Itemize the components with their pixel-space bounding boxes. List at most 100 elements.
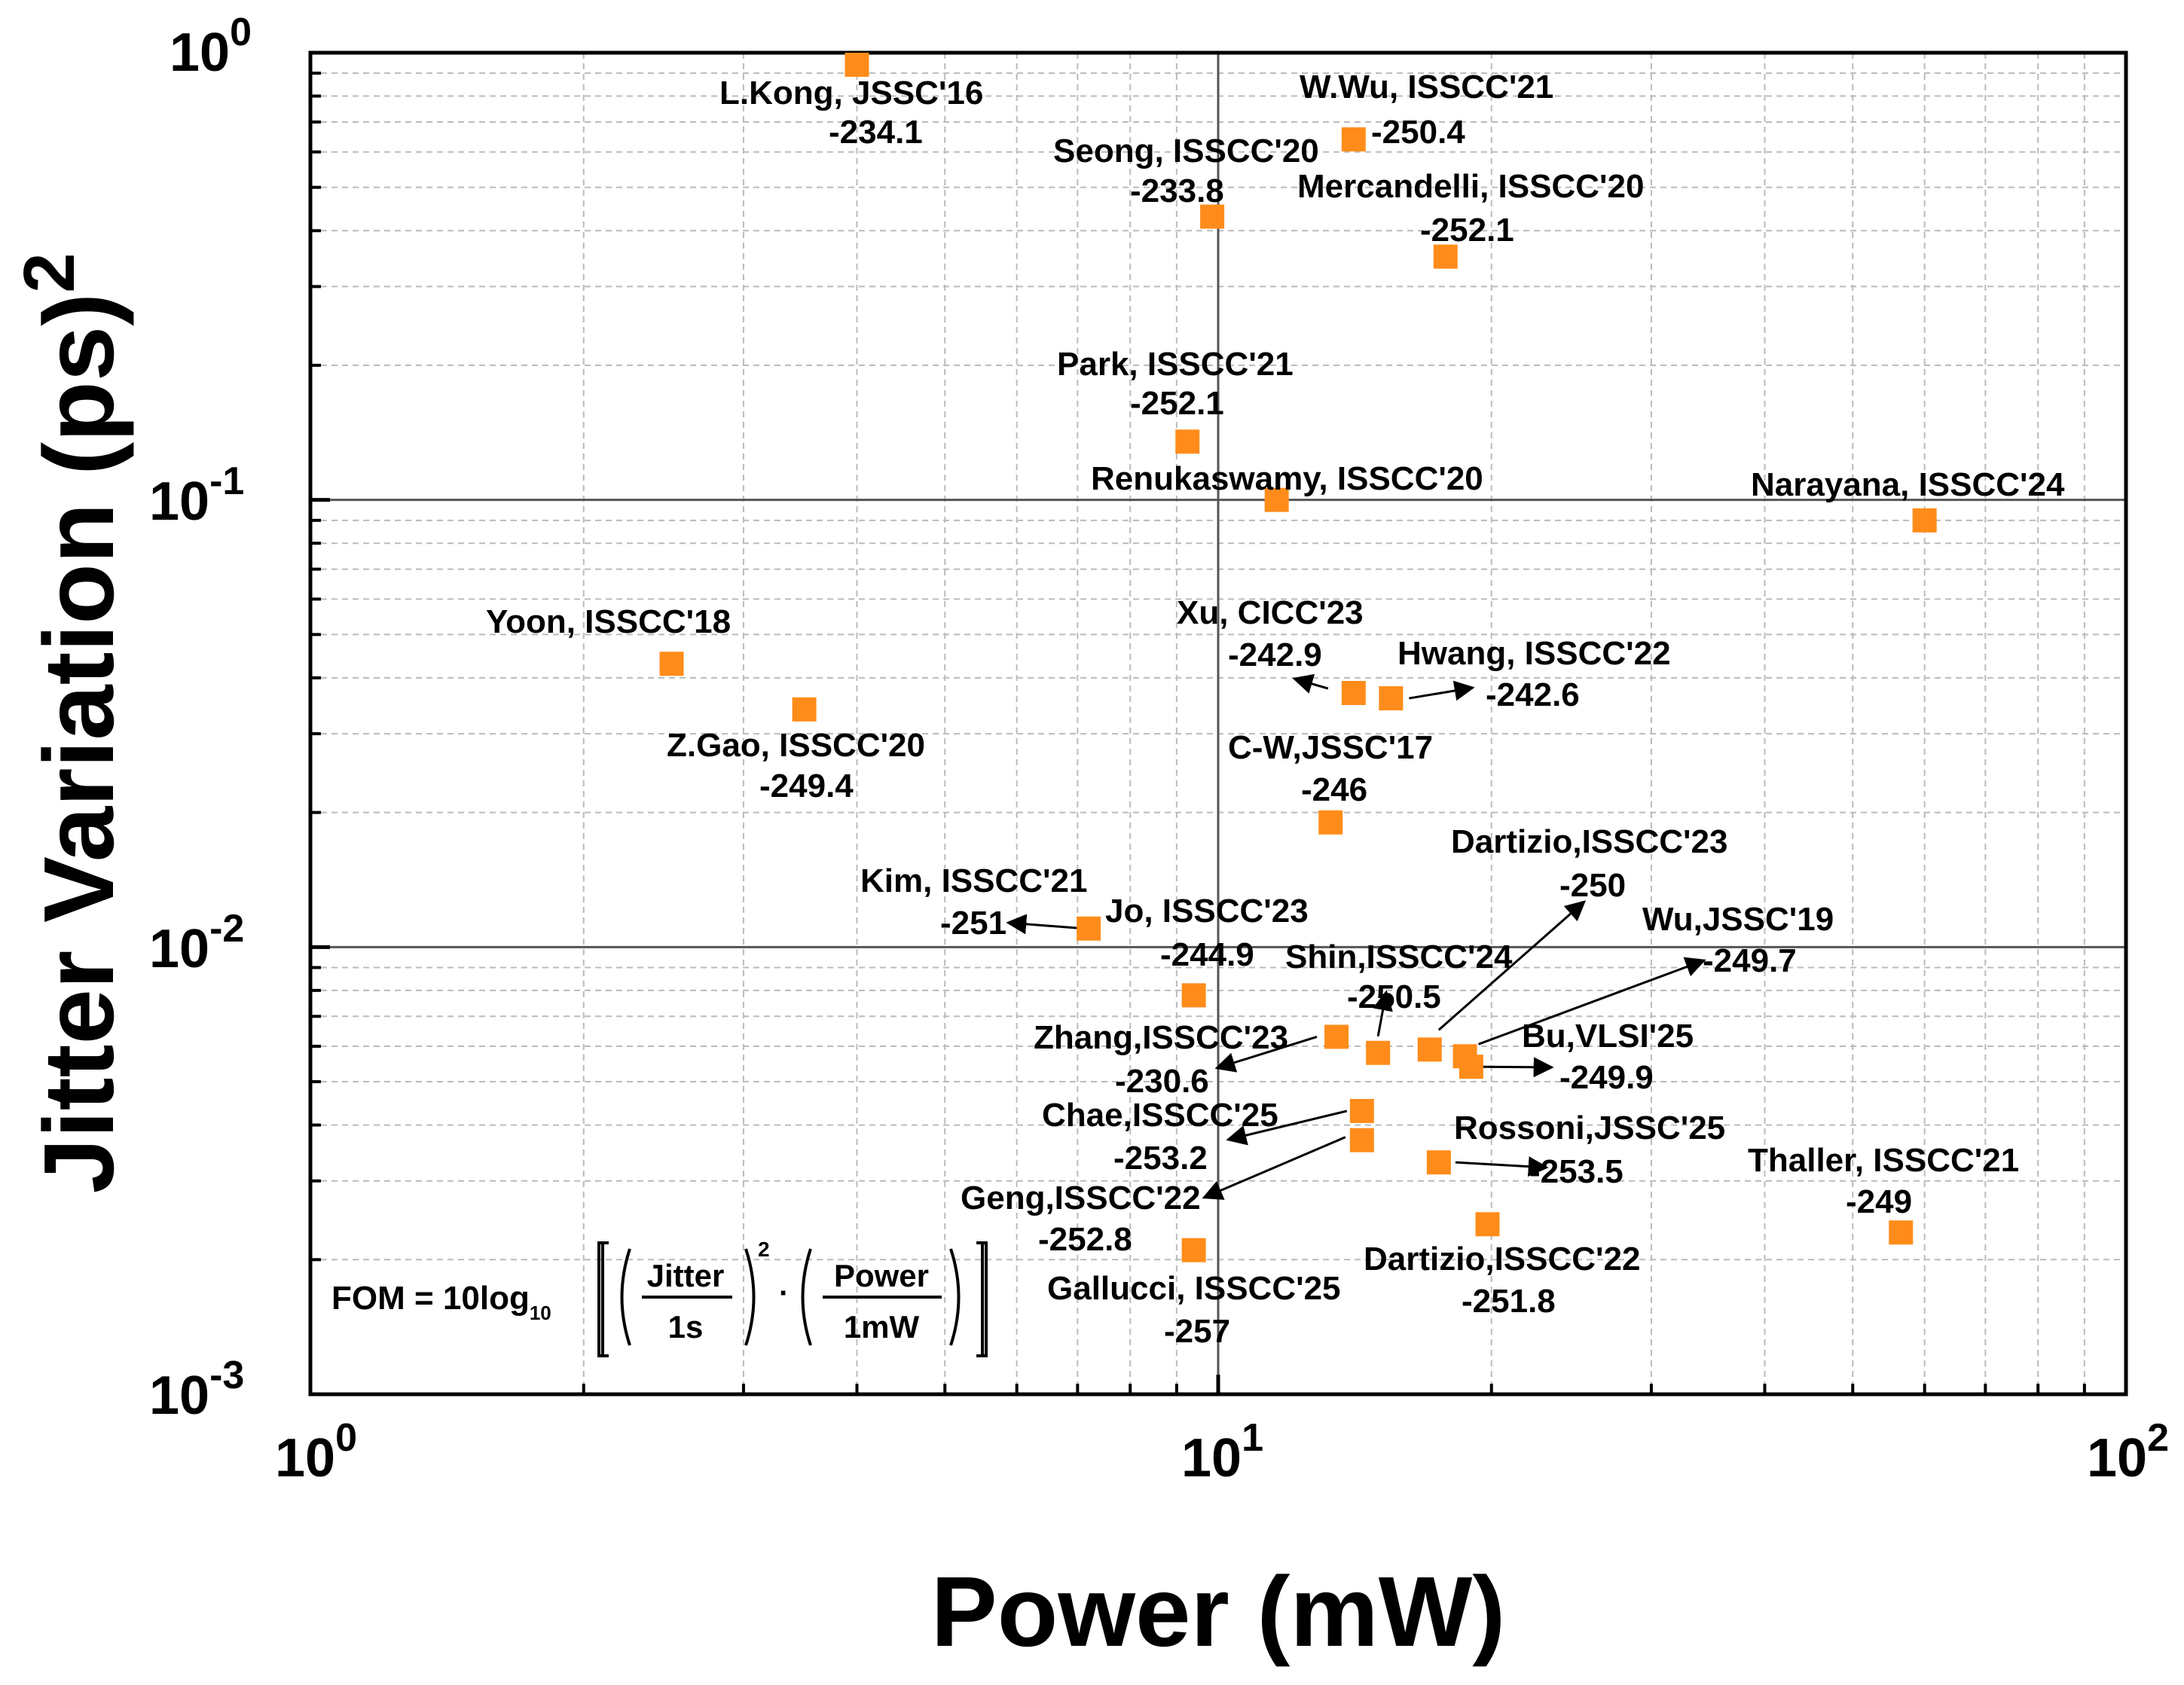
point-label-fom: -250.4 bbox=[1371, 114, 1465, 151]
point-label-fom: -249.4 bbox=[759, 768, 854, 804]
point-label-name: Xu, CICC'23 bbox=[1177, 594, 1364, 631]
fom-paren-left-2 bbox=[801, 1248, 812, 1346]
annotation-arrow bbox=[1226, 1110, 1348, 1146]
fom-bracket-right bbox=[976, 1241, 988, 1357]
data-point bbox=[1433, 244, 1458, 269]
annotation-arrows bbox=[1006, 673, 1706, 1200]
y-tick-labels: 100 10-1 10-2 10-3 bbox=[149, 11, 252, 1426]
data-point bbox=[1349, 1128, 1374, 1152]
y-tick-label: 10-3 bbox=[149, 1354, 244, 1426]
fom-paren-right-1 bbox=[744, 1248, 756, 1346]
point-label-fom: -230.6 bbox=[1115, 1063, 1209, 1100]
data-point bbox=[1341, 681, 1366, 706]
point-label-fom: -253.5 bbox=[1529, 1153, 1623, 1190]
annotation-arrow bbox=[1202, 1136, 1346, 1200]
data-point bbox=[1889, 1220, 1914, 1245]
data-point bbox=[792, 697, 817, 722]
point-label-name: Geng,ISSCC'22 bbox=[961, 1180, 1201, 1216]
data-points bbox=[659, 52, 1937, 1262]
data-point bbox=[1324, 1024, 1349, 1049]
point-label-fom: -242.6 bbox=[1486, 676, 1580, 713]
annotation-arrow bbox=[1478, 957, 1706, 1045]
point-label-name: Shin,ISSCC'24 bbox=[1285, 939, 1513, 975]
point-label-name: Kim, ISSCC'21 bbox=[860, 862, 1087, 899]
point-label-name: Zhang,ISSCC'23 bbox=[1034, 1019, 1288, 1056]
major-grid-lines bbox=[310, 53, 2126, 1394]
fom-dot: · bbox=[779, 1277, 789, 1310]
fom-power: Power bbox=[834, 1258, 929, 1293]
x-tick-label: 102 bbox=[2087, 1416, 2169, 1488]
point-label-fom: -257 bbox=[1164, 1313, 1230, 1350]
data-point bbox=[1175, 429, 1200, 454]
point-label-name: Renukaswamy, ISSCC'20 bbox=[1091, 460, 1483, 497]
point-label-fom: -252.8 bbox=[1038, 1221, 1132, 1258]
point-label-name: Seong, ISSCC'20 bbox=[1053, 133, 1319, 169]
data-point bbox=[659, 652, 684, 676]
fom-jitter: Jitter bbox=[647, 1258, 725, 1293]
point-label-name: Thaller, ISSCC'21 bbox=[1748, 1142, 2019, 1179]
data-point bbox=[1181, 1238, 1206, 1262]
point-label-name: Gallucci, ISSCC'25 bbox=[1047, 1270, 1341, 1307]
fom-paren-right-2 bbox=[949, 1248, 961, 1346]
axis-ticks bbox=[308, 50, 2128, 1397]
point-label-fom: -246 bbox=[1301, 771, 1367, 808]
point-label-fom: -252.1 bbox=[1420, 212, 1514, 249]
point-label-name: Mercandelli, ISSCC'20 bbox=[1297, 168, 1644, 205]
point-label-name: Bu,VLSI'25 bbox=[1522, 1018, 1694, 1055]
fom-lhs: FOM = 10log10 bbox=[331, 1280, 551, 1324]
x-tick-label: 101 bbox=[1181, 1416, 1263, 1488]
data-point bbox=[1417, 1037, 1442, 1062]
point-label-name: L.Kong, JSSC'16 bbox=[719, 75, 983, 111]
data-point bbox=[1426, 1150, 1451, 1175]
point-label-name: Wu,JSSC'19 bbox=[1642, 901, 1834, 938]
fom-formula: FOM = 10log10 Jitter 1s 2 · Power 1mW bbox=[331, 1238, 988, 1357]
fom-one-mw: 1mW bbox=[844, 1309, 920, 1345]
point-label-fom: -242.9 bbox=[1228, 636, 1322, 673]
data-point bbox=[1366, 1040, 1391, 1065]
y-axis-title: Jitter Variation (ps)2 bbox=[9, 253, 134, 1194]
x-axis-title: Power (mW) bbox=[931, 1556, 1506, 1667]
point-label-name: Dartizio,ISSCC'23 bbox=[1451, 823, 1727, 860]
x-tick-labels: 100 101 102 bbox=[275, 1416, 2169, 1488]
data-point bbox=[1459, 1055, 1483, 1079]
point-label-fom: -249.7 bbox=[1703, 942, 1797, 979]
annotation-arrow bbox=[1409, 680, 1475, 701]
annotation-arrow bbox=[1292, 673, 1329, 694]
point-label-fom: -251 bbox=[940, 905, 1006, 942]
fom-paren-left-1 bbox=[620, 1248, 631, 1346]
annotation-arrow bbox=[1214, 1036, 1318, 1073]
point-label-fom: -251.8 bbox=[1462, 1283, 1556, 1320]
y-tick-label: 100 bbox=[170, 11, 252, 83]
data-point bbox=[1077, 916, 1101, 941]
point-labels: L.Kong, JSSC'16-234.1 W.Wu, ISSCC'21 -250.… bbox=[486, 69, 2065, 1350]
annotation-arrow bbox=[1437, 900, 1587, 1031]
fom-one-s: 1s bbox=[668, 1309, 704, 1345]
point-label-fom: -252.1 bbox=[1130, 385, 1224, 422]
data-point bbox=[1181, 983, 1206, 1008]
point-label-name: Chae,ISSCC'25 bbox=[1042, 1097, 1278, 1134]
point-label-fom: -234.1 bbox=[829, 114, 923, 151]
point-label-name: Dartizio,ISSCC'22 bbox=[1364, 1241, 1640, 1277]
x-tick-label: 100 bbox=[275, 1416, 357, 1488]
annotation-arrow bbox=[1006, 914, 1085, 935]
point-label-name: Jo, ISSCC'23 bbox=[1105, 893, 1309, 929]
point-label-fom: -249 bbox=[1846, 1183, 1912, 1220]
fom-bracket-left bbox=[597, 1241, 609, 1357]
data-point bbox=[1200, 204, 1225, 229]
point-label-name: C-W,JSSC'17 bbox=[1228, 729, 1433, 766]
data-point bbox=[1912, 508, 1937, 533]
point-label-name: W.Wu, ISSCC'21 bbox=[1300, 69, 1553, 105]
point-label-name: Narayana, ISSCC'24 bbox=[1751, 466, 2065, 503]
y-tick-label: 10-2 bbox=[149, 907, 244, 979]
y-tick-label: 10-1 bbox=[149, 459, 244, 532]
fom-square: 2 bbox=[758, 1238, 770, 1261]
point-label-fom: -249.9 bbox=[1559, 1059, 1654, 1096]
point-label-name: Park, ISSCC'21 bbox=[1057, 346, 1294, 383]
point-label-fom: -253.2 bbox=[1113, 1140, 1208, 1177]
annotation-arrow bbox=[1455, 1156, 1549, 1177]
data-point bbox=[845, 52, 869, 77]
point-label-name: Z.Gao, ISSCC'20 bbox=[667, 727, 925, 764]
annotation-arrow bbox=[1373, 990, 1393, 1037]
data-point bbox=[1379, 686, 1404, 711]
